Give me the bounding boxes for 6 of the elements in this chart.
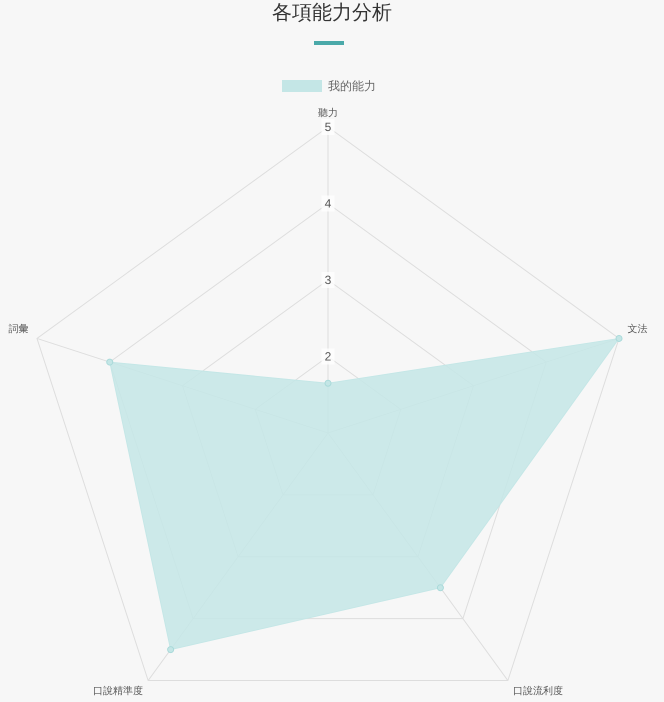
y-tick-label: 4 [324, 196, 332, 210]
legend-label: 我的能力 [328, 79, 376, 93]
y-tick-label: 2 [324, 350, 332, 364]
title: 各項能力分析 [272, 2, 392, 24]
y-tick-label: 5 [324, 120, 332, 134]
y-tick-label: 3 [324, 273, 332, 287]
